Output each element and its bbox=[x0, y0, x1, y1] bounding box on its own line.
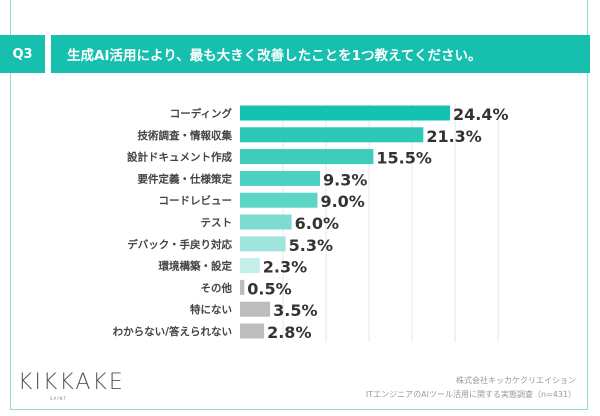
bar bbox=[240, 258, 260, 274]
data-label: 21.3% bbox=[426, 127, 482, 146]
survey-name: ITエンジニアのAIツール活用に関する実態調査（n=431） bbox=[365, 390, 576, 399]
data-label: 15.5% bbox=[376, 149, 432, 168]
category-label: 設計ドキュメント作成 bbox=[127, 151, 232, 164]
question-number-badge: Q3 bbox=[0, 35, 45, 73]
source-note: 株式会社キッカケクリエイション ITエンジニアのAIツール活用に関する実態調査（… bbox=[366, 374, 576, 402]
bar bbox=[240, 236, 286, 252]
data-label: 6.0% bbox=[295, 214, 339, 233]
data-label: 24.4% bbox=[453, 105, 509, 124]
data-label: 2.3% bbox=[263, 258, 307, 277]
data-label: 5.3% bbox=[289, 236, 333, 255]
category-label: デバック・手戻り対応 bbox=[127, 238, 232, 251]
category-label: コードレビュー bbox=[159, 194, 233, 207]
category-label: テスト bbox=[201, 217, 233, 229]
company-name: 株式会社キッカケクリエイション bbox=[456, 376, 576, 385]
chart-frame bbox=[10, 0, 588, 410]
bar bbox=[240, 214, 292, 230]
data-label: 9.3% bbox=[323, 170, 367, 189]
bar bbox=[240, 127, 424, 143]
bar bbox=[240, 301, 271, 317]
bar bbox=[240, 279, 245, 295]
category-label: その他 bbox=[201, 281, 233, 294]
bar bbox=[240, 105, 450, 121]
data-label: 9.0% bbox=[320, 192, 364, 211]
category-label: 技術調査・情報収集 bbox=[138, 129, 233, 142]
question-title: 生成AI活用により、最も大きく改善したことを1つ教えてください。 bbox=[51, 35, 590, 73]
kikkake-logo: KIKKAKE bbox=[18, 370, 125, 395]
bar bbox=[240, 149, 374, 165]
data-label: 0.5% bbox=[247, 279, 291, 298]
data-label: 2.8% bbox=[267, 323, 311, 342]
category-label: 環境構築・設定 bbox=[159, 260, 233, 273]
data-label: 3.5% bbox=[273, 301, 317, 320]
category-label: わからない/答えられない bbox=[113, 325, 232, 338]
category-label: 特にない bbox=[190, 303, 232, 316]
category-label: コーディング bbox=[170, 107, 233, 120]
category-label: 要件定義・仕様策定 bbox=[138, 172, 233, 185]
bar bbox=[240, 323, 265, 339]
bar bbox=[240, 192, 318, 208]
bar bbox=[240, 170, 321, 186]
logo-subtext: SAINT bbox=[50, 396, 67, 401]
